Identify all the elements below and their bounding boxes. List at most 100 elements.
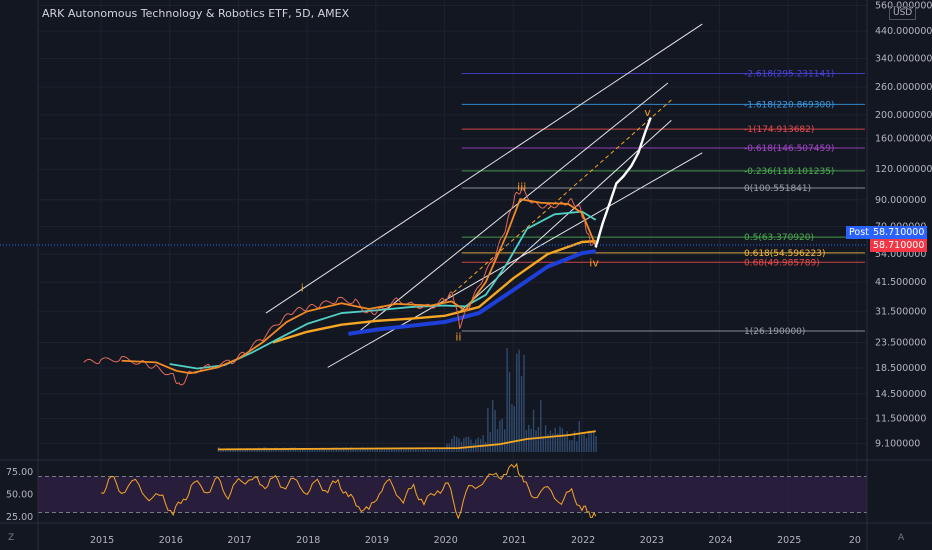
volume-bar (357, 450, 358, 452)
volume-bar (478, 437, 479, 452)
volume-bar (576, 441, 577, 452)
volume-bar (324, 449, 325, 452)
volume-bar (420, 450, 421, 452)
volume-bar (581, 435, 582, 452)
close-price-badge: 58.710000 (870, 239, 927, 252)
fib-label: -1(174.913682) (744, 125, 814, 135)
year-label: 2024 (708, 535, 732, 546)
volume-bar (533, 410, 534, 452)
zoom-toggle[interactable]: Z (8, 533, 14, 543)
volume-bar (494, 410, 495, 452)
volume-bar (540, 400, 541, 452)
volume-bar (569, 440, 570, 452)
volume-bar (586, 438, 587, 452)
volume-bar (432, 449, 433, 452)
volume-bar (437, 450, 438, 452)
chart-title: ARK Autonomous Technology & Robotics ETF… (42, 7, 349, 20)
volume-bar (518, 350, 519, 452)
rsi-tick-label: 50.00 (6, 490, 33, 501)
volume-bar (579, 421, 580, 452)
fib-label: 0.5(63.370920) (744, 233, 814, 243)
year-label: 2021 (502, 535, 526, 546)
grid (38, 0, 867, 521)
volume-bar (470, 440, 471, 452)
volume-bar (545, 425, 546, 452)
volume-bar (352, 450, 353, 452)
volume-bar (454, 436, 455, 452)
volume-bar (499, 420, 500, 452)
projection-path (596, 118, 651, 248)
wave-label: iii (517, 181, 526, 194)
volume-bar (379, 450, 380, 452)
price-tick-label: 90.000000 (875, 195, 926, 206)
price-tick-label: 18.500000 (875, 363, 926, 374)
volume-bar (550, 431, 551, 452)
volume-bar (516, 353, 517, 452)
volume-bar (458, 438, 459, 452)
wave-label: iv (589, 257, 599, 270)
ma-slow-line (273, 241, 596, 342)
volume-bar (417, 449, 418, 452)
volume-bar (595, 436, 596, 452)
price-tick-label: 260.000000 (875, 82, 932, 93)
price-tick-label: 11.500000 (875, 413, 926, 424)
fib-label: 0(100.551841) (744, 184, 811, 194)
rsi-pane: 75.0050.0025.00 (6, 464, 867, 523)
volume-bar (583, 434, 584, 452)
volume-bar (365, 449, 366, 452)
volume-bar (355, 450, 356, 452)
rsi-tick-label: 25.00 (6, 512, 33, 523)
volume-bar (456, 437, 457, 452)
volume-bar (571, 440, 572, 452)
fib-label: -0.236(118.101235) (744, 167, 834, 177)
volume-bar (490, 432, 491, 452)
volume-bar (530, 429, 531, 452)
volume-bar (535, 430, 536, 452)
volume-bar (468, 437, 469, 452)
volume-bar (591, 431, 592, 452)
volume-bar (588, 430, 589, 452)
post-badge: Post (846, 226, 872, 239)
volume-bar (555, 428, 556, 452)
volume-bar (562, 428, 563, 452)
volume-bar (451, 439, 452, 452)
volume-bar (398, 449, 399, 452)
volume-bar (374, 449, 375, 452)
volume-bar (482, 435, 483, 452)
year-label: 2020 (434, 535, 458, 546)
volume-bar (564, 436, 565, 452)
volume-bar (422, 449, 423, 452)
price-tick-label: 160.000000 (875, 134, 932, 145)
price-tick-label: 41.500000 (875, 277, 926, 288)
auto-scale-toggle[interactable]: A (898, 533, 904, 543)
rsi-band (38, 477, 867, 513)
price-tick-label: 14.500000 (875, 389, 926, 400)
volume-bar (504, 429, 505, 452)
year-label: 2017 (227, 535, 251, 546)
currency-label[interactable]: USD (889, 6, 916, 20)
volume-bar (514, 406, 515, 452)
volume-bar (506, 348, 507, 452)
volume-bar (429, 450, 430, 452)
volume-bar (441, 449, 442, 452)
ma-fast-line (122, 199, 596, 373)
price-tick-label: 440.000000 (875, 26, 932, 37)
volume-bar (509, 372, 510, 452)
volume-bar (502, 419, 503, 452)
volume-bar (403, 450, 404, 452)
year-label: 20 (849, 535, 861, 546)
volume-bars (218, 348, 597, 452)
volume-bar (526, 430, 527, 452)
volume-bar (466, 437, 467, 452)
wave-label: ii (455, 330, 461, 343)
year-label: 2022 (571, 535, 595, 546)
volume-bar (538, 427, 539, 452)
year-label: 2016 (159, 535, 183, 546)
year-label: 2015 (90, 535, 114, 546)
volume-bar (463, 438, 464, 452)
price-tick-label: 200.000000 (875, 110, 932, 121)
volume-bar (312, 450, 313, 452)
volume-bar (593, 432, 594, 452)
year-label: 2019 (365, 535, 389, 546)
